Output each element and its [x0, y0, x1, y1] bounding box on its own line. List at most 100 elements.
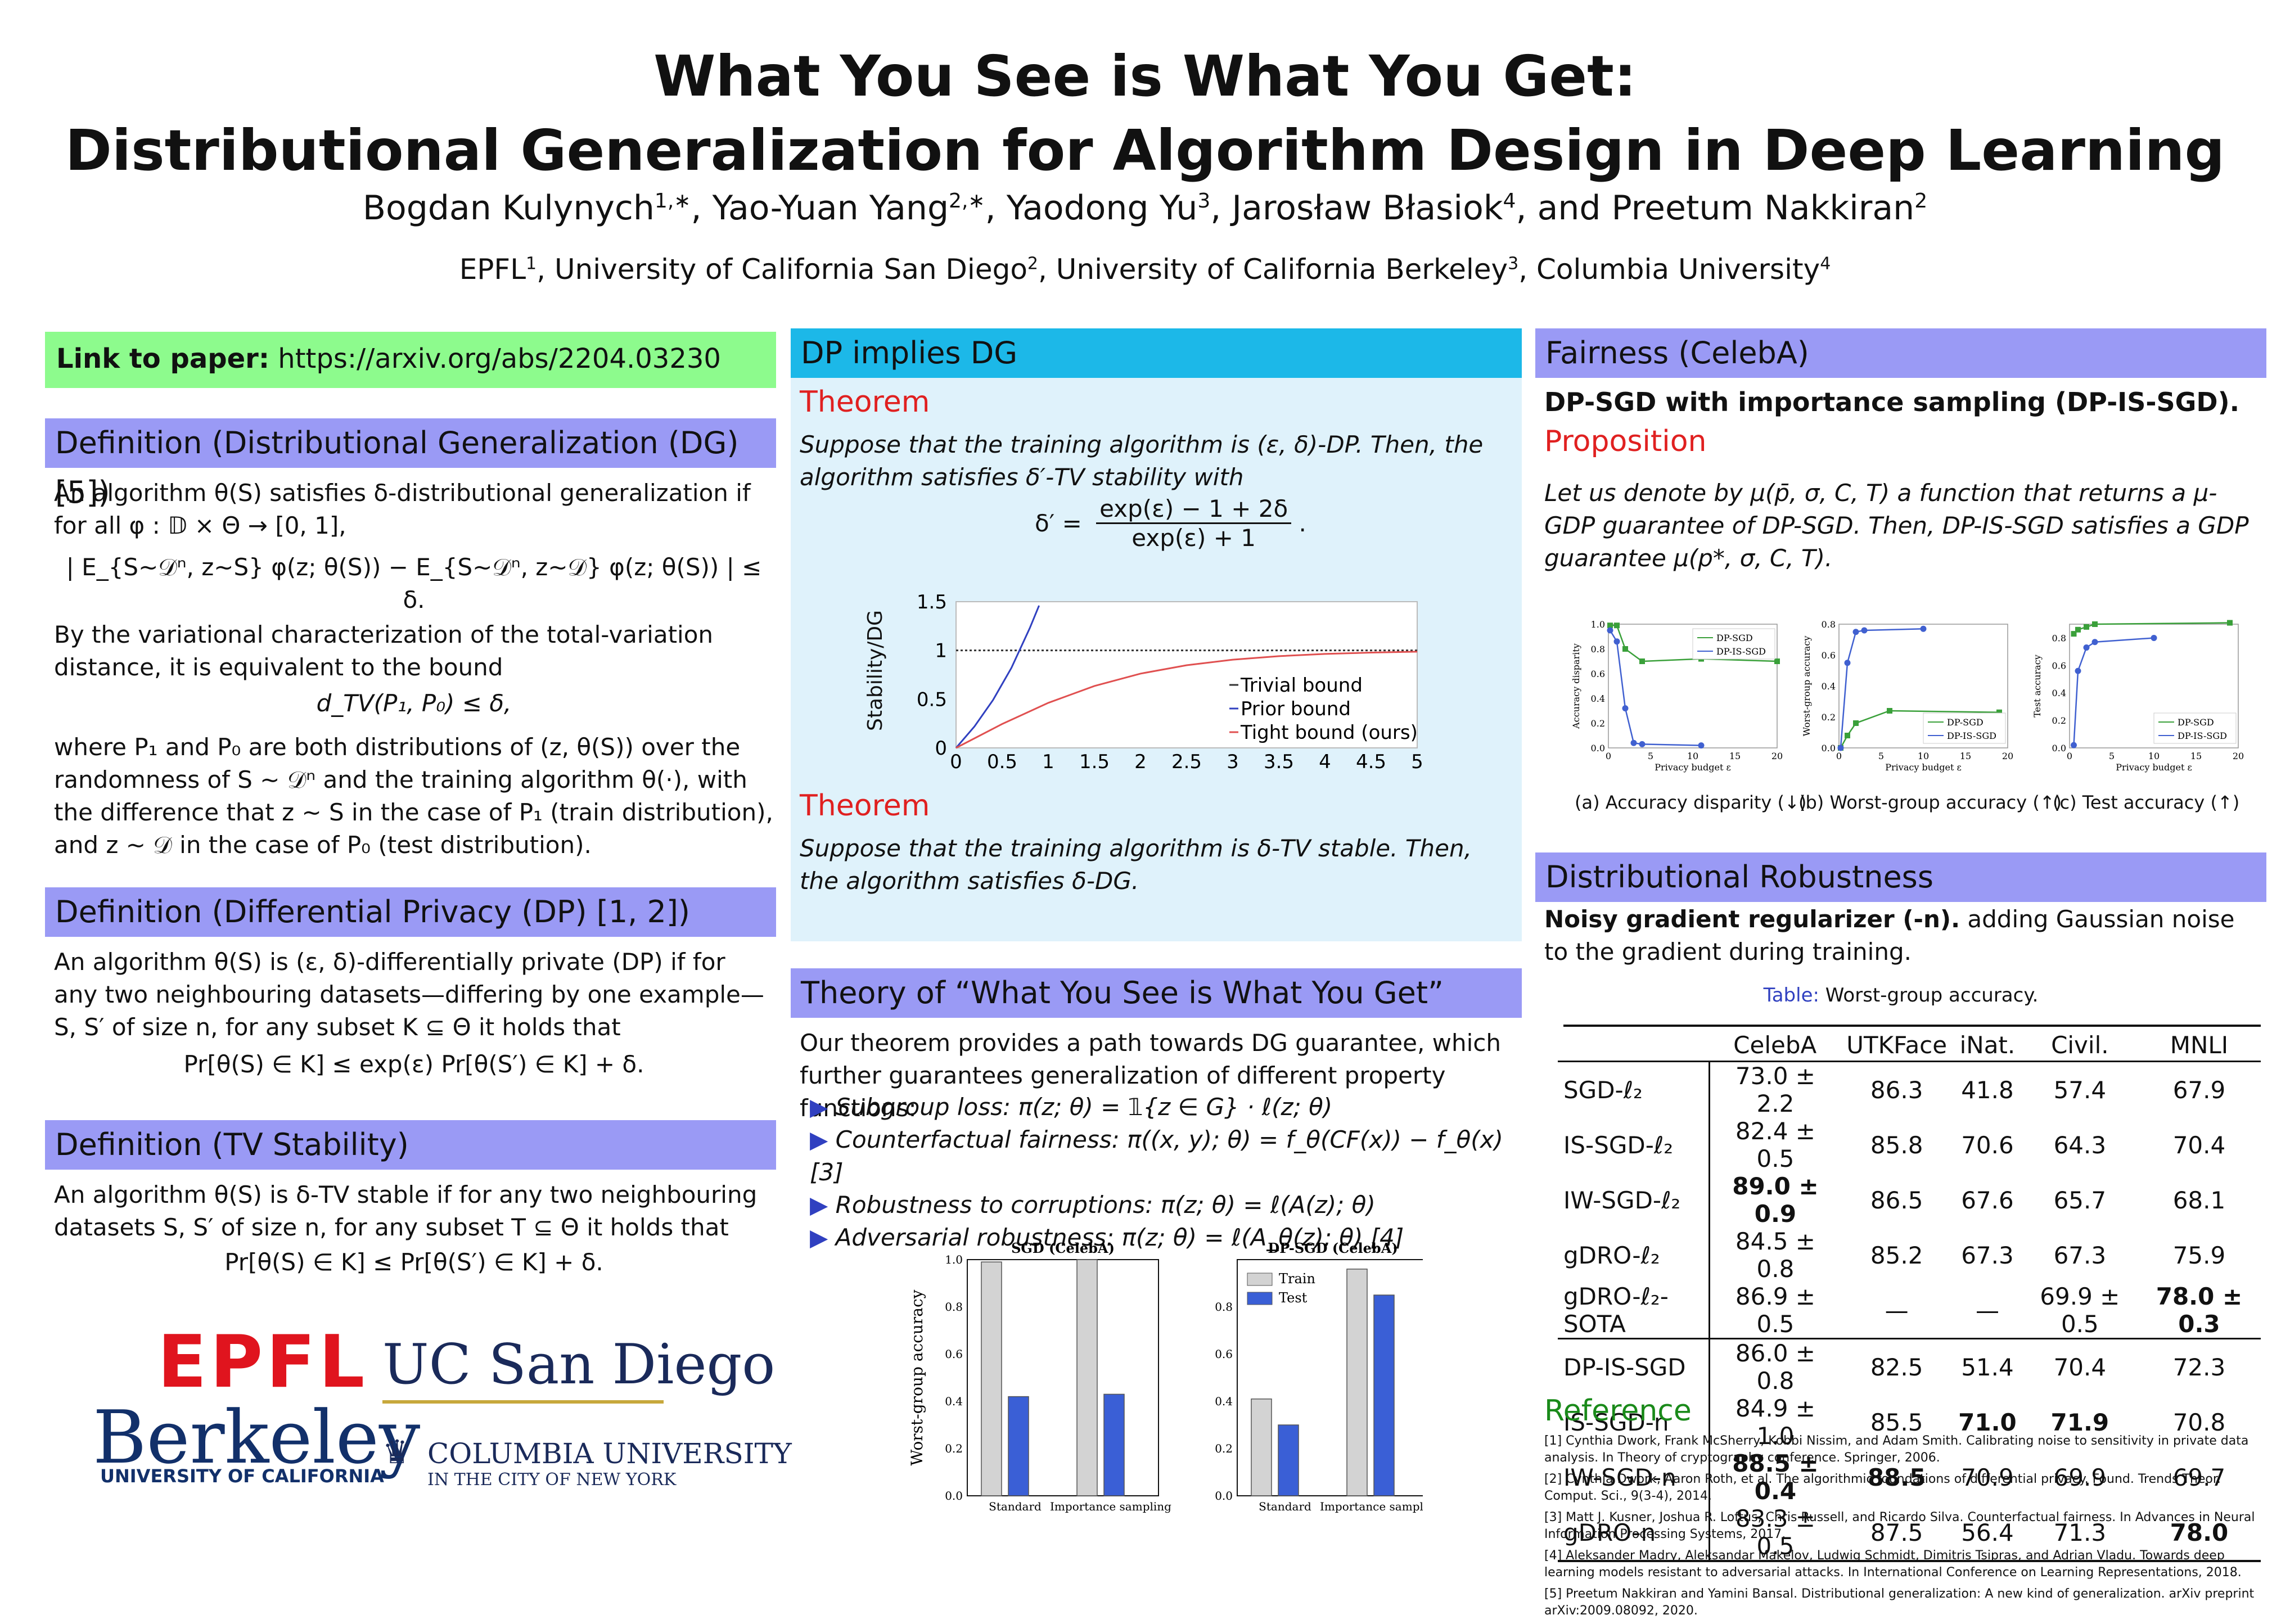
paper-link[interactable]: https://arxiv.org/abs/2204.03230: [278, 343, 721, 375]
table-cell: 86.9 ± 0.5: [1735, 1283, 1815, 1338]
def-dg-text-2: By the variational characterization of t…: [54, 621, 714, 681]
x-tick-label: 2: [1134, 751, 1147, 773]
robust-header: Distributional Robustness: [1535, 852, 2266, 902]
table-cell: 78.0 ± 0.3: [2156, 1283, 2243, 1338]
table-cell: 85.2: [1870, 1241, 1923, 1269]
x-tick-label: 20: [2233, 751, 2244, 761]
legend-box: [1923, 712, 2006, 744]
y-tick-label: 0: [935, 737, 947, 760]
affiliation: EPFL: [459, 253, 526, 286]
data-point: [2083, 644, 2090, 651]
formula-denominator: exp(ε) + 1: [1132, 524, 1256, 552]
bar: [1076, 1259, 1098, 1496]
robust-text: Noisy gradient regularizer (-n). adding …: [1544, 903, 2264, 968]
y-tick-label: 1.5: [917, 591, 947, 613]
table-cell: —: [1975, 1296, 1999, 1324]
list-item: ▶ Robustness to corruptions: π(z; θ) = ℓ…: [810, 1191, 1376, 1219]
table-cell: 72.3: [2172, 1353, 2226, 1381]
y-tick-label: 0.6: [1591, 669, 1605, 679]
bar: [1346, 1269, 1368, 1496]
table-row: SGD-ℓ₂ 73.0 ± 2.2 86.3 41.8 57.4 67.9: [1558, 1061, 2261, 1117]
table-header-cell: CelebA: [1733, 1031, 1817, 1059]
x-tick-label: 0: [1606, 751, 1611, 761]
fair-chart-ylabel: Test accuracy: [2032, 655, 2043, 718]
affiliation-sup: 2: [1027, 254, 1038, 274]
author-name: Yaodong Yu: [1006, 188, 1198, 228]
data-point: [1837, 745, 1844, 751]
table-cell: 70.6: [1961, 1131, 2014, 1159]
data-point: [1613, 638, 1620, 645]
author-sup: 2: [1914, 190, 1928, 213]
def-dg-text-1: An algorithm θ(S) satisfies δ-distributi…: [54, 479, 751, 539]
caption-b: (b) Worst-group accuracy (↑): [1798, 792, 2062, 813]
table-cell: 70.8: [2172, 1408, 2226, 1436]
table-top-rule: [1563, 1025, 2261, 1027]
data-point: [1607, 627, 1613, 634]
x-tick-label: 15: [1729, 751, 1741, 761]
x-tick-label: 2.5: [1171, 751, 1202, 773]
legend-label: Tight bound (ours): [1240, 721, 1418, 744]
def-dp-header: Definition (Differential Privacy (DP) [1…: [45, 887, 776, 937]
legend-box: [2153, 712, 2237, 744]
data-point: [1622, 646, 1628, 652]
formula-lhs: δ′ =: [1035, 509, 1082, 537]
table-cell: 51.4: [1961, 1353, 2014, 1381]
def-dg-text-3: where P₁ and P₀ are both distributions o…: [54, 733, 773, 859]
x-tick-label: 5: [1411, 751, 1423, 773]
x-tick-label: 1: [1042, 751, 1054, 773]
list-item-text: Robustness to corruptions: π(z; θ) = ℓ(A…: [835, 1191, 1376, 1219]
table-cell: 71.0: [1958, 1408, 2017, 1436]
data-point: [1622, 705, 1629, 712]
table-row-label: IS-SGD-ℓ₂: [1558, 1117, 1710, 1172]
theorem-2-label: Theorem: [800, 789, 930, 823]
data-point: [1920, 625, 1927, 632]
table-cell: 70.4: [2053, 1353, 2107, 1381]
table-row: IS-SGD-n 84.9 ± 1.0 85.5 71.0 71.9 70.8: [1558, 1395, 2261, 1450]
table-cell: 70.4: [2172, 1131, 2226, 1159]
legend-label: DP-SGD: [1947, 717, 1984, 728]
author-name: Jarosław Błasiok: [1232, 188, 1503, 228]
table-cell: 83.3 ± 0.5: [1735, 1505, 1815, 1560]
x-tick-label: Importance sampling: [1050, 1500, 1171, 1513]
x-tick-label: 3: [1227, 751, 1239, 773]
epfl-logo: EPFL: [157, 1320, 368, 1404]
columbia-logo: COLUMBIA UNIVERSITY: [427, 1437, 792, 1470]
list-item: ▶ Counterfactual fairness: π((x, y); θ) …: [810, 1126, 1503, 1186]
x-tick-label: 10: [1687, 751, 1698, 761]
theory-list: ▶ Subgroup loss: π(z; θ) = 𝟙{z ∈ G} · ℓ(…: [810, 1091, 1518, 1254]
table-cell: 86.3: [1870, 1076, 1923, 1104]
legend-label: DP-IS-SGD: [1947, 730, 1996, 741]
author-name: Bogdan Kulynych: [362, 188, 655, 228]
caption-a: (a) Accuracy disparity (↓): [1575, 792, 1807, 813]
legend-label: DP-SGD: [1716, 633, 1753, 643]
table-row: IS-SGD-ℓ₂ 82.4 ± 0.5 85.8 70.6 64.3 70.4: [1558, 1117, 2261, 1172]
x-tick-label: 5: [1648, 751, 1653, 761]
bar-chart-ylabel: Worst-group accuracy: [908, 1289, 926, 1465]
dp-dg-header: DP implies DG: [791, 328, 1522, 378]
authors: Bogdan Kulynych1,∗, Yao-Yuan Yang2,∗, Ya…: [362, 188, 1928, 228]
def-dp-text: An algorithm θ(S) is (ε, δ)-differential…: [54, 948, 764, 1041]
y-tick-label: 0.6: [2052, 660, 2066, 671]
author-sup: 3: [1197, 190, 1211, 213]
robust-text-rest: adding Gaussian noise to the gradient du…: [1544, 905, 2235, 966]
author-sup: 1,∗: [654, 190, 691, 213]
data-point: [1630, 739, 1637, 746]
stability-chart-ylabel: Stability/DG: [864, 610, 887, 731]
affiliation: Columbia University: [1536, 253, 1820, 286]
fair-chart-xlabel: Privacy budget ε: [1655, 762, 1731, 773]
x-tick-label: 10: [1918, 751, 1929, 761]
bar: [1278, 1424, 1299, 1496]
legend-box: [1692, 628, 1775, 660]
table-header-cell: Civil.: [2051, 1031, 2109, 1059]
x-tick-label: 0: [2067, 751, 2072, 761]
table-cell: 56.4: [1961, 1518, 2014, 1546]
data-point: [1996, 709, 2002, 715]
data-point: [1614, 622, 1620, 629]
table-cell: 82.5: [1870, 1353, 1923, 1381]
table-header-cell: MNLI: [2170, 1031, 2229, 1059]
table-cell: 68.1: [2172, 1186, 2226, 1214]
table-row-label: gDRO-ℓ₂: [1558, 1228, 1710, 1283]
theory-intro: Our theorem provides a path towards DG g…: [800, 1029, 1501, 1122]
list-item-text: Subgroup loss: π(z; θ) = 𝟙{z ∈ G} · ℓ(z;…: [835, 1093, 1333, 1121]
table-row-label: IS-SGD-n: [1558, 1395, 1710, 1450]
